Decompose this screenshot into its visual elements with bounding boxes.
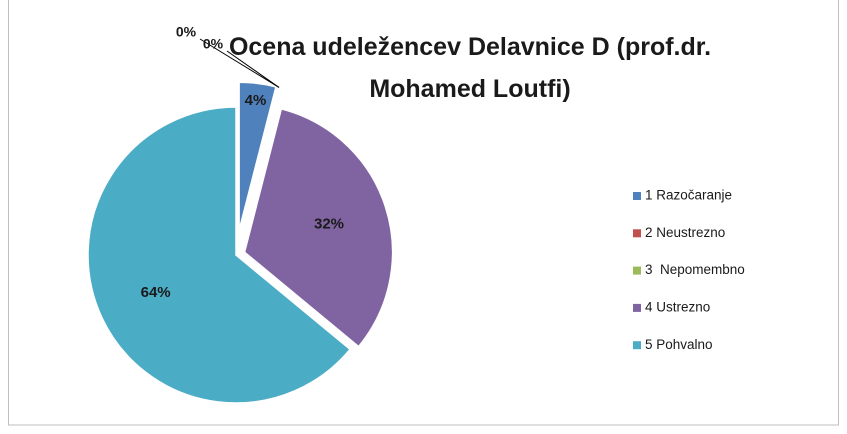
data-label: 64% xyxy=(141,284,171,301)
leader-line xyxy=(199,38,280,88)
pie-slice xyxy=(235,111,274,256)
legend-swatch xyxy=(633,266,641,275)
data-label: 0% xyxy=(176,24,197,40)
legend-label: 1 Razočaranje xyxy=(645,188,732,203)
legend-label: 3 Nepomembno xyxy=(645,262,745,277)
leader-line xyxy=(226,50,280,88)
pie-slice xyxy=(87,106,352,404)
legend-swatch xyxy=(633,192,641,200)
legend-label: 5 Pohvalno xyxy=(645,337,713,352)
legend-swatch xyxy=(633,229,641,238)
legend-label: 4 Ustrezno xyxy=(645,299,710,314)
legend-swatch xyxy=(633,341,641,350)
data-label: 0% xyxy=(203,36,224,52)
data-label: 4% xyxy=(245,92,267,109)
legend-label: 2 Neustrezno xyxy=(645,225,725,240)
pie-slice xyxy=(243,107,394,348)
chart-title: Ocena udeležencev Delavnice D (prof.dr. … xyxy=(228,33,719,103)
pie-slice xyxy=(238,81,277,231)
legend-swatch xyxy=(633,303,641,312)
data-label: 32% xyxy=(314,216,344,233)
